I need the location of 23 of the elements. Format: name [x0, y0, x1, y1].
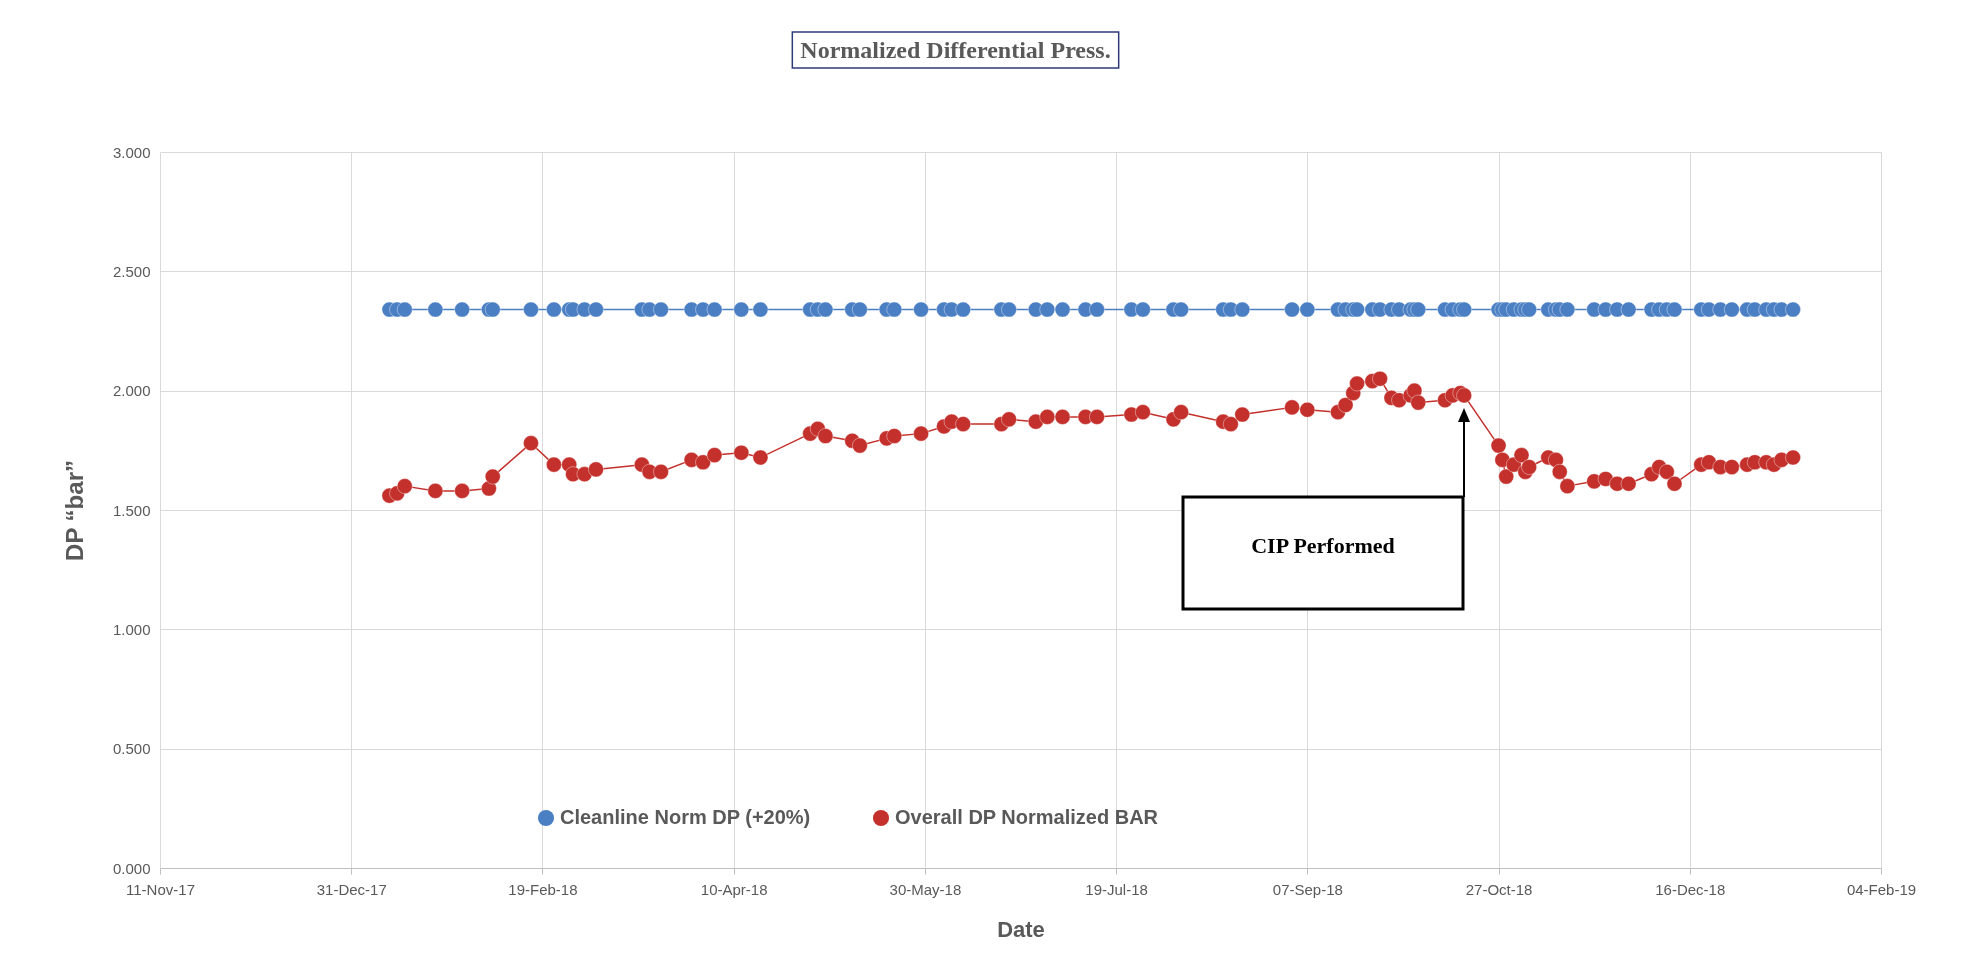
- chart-title: Normalized Differential Press.: [800, 37, 1111, 63]
- y-tick-label: 2.000: [112, 382, 151, 400]
- y-tick-label: 1.500: [112, 501, 151, 519]
- x-tick-label: 19-Jul-18: [1085, 880, 1148, 898]
- y-axis-title: DP “bar”: [60, 460, 88, 561]
- x-axis-title: Date: [997, 916, 1045, 942]
- x-tick-label: 31-Dec-17: [316, 880, 387, 898]
- y-tick-label: 2.500: [112, 262, 151, 280]
- annotation: CIP Performed: [1251, 533, 1395, 558]
- x-tick-label: 07-Sep-18: [1272, 880, 1343, 898]
- x-tick-label: 30-May-18: [889, 880, 962, 898]
- x-tick-label: 16-Dec-18: [1655, 880, 1726, 898]
- x-tick-label: 11-Nov-17: [126, 880, 195, 898]
- legend-label: Overall DP Normalized BAR: [895, 806, 1159, 828]
- y-tick-label: 0.500: [112, 740, 151, 758]
- y-tick-label: 3.000: [112, 143, 151, 161]
- y-tick-label: 0.000: [112, 859, 151, 877]
- x-tick-label: 27-Oct-18: [1465, 880, 1533, 898]
- y-tick-label: 1.000: [112, 620, 151, 638]
- x-tick-label: 10-Apr-18: [700, 880, 768, 898]
- legend-label: Cleanline Norm DP (+20%): [560, 806, 811, 828]
- x-tick-label: 19-Feb-18: [508, 880, 578, 898]
- x-tick-label: 04-Feb-19: [1846, 880, 1917, 898]
